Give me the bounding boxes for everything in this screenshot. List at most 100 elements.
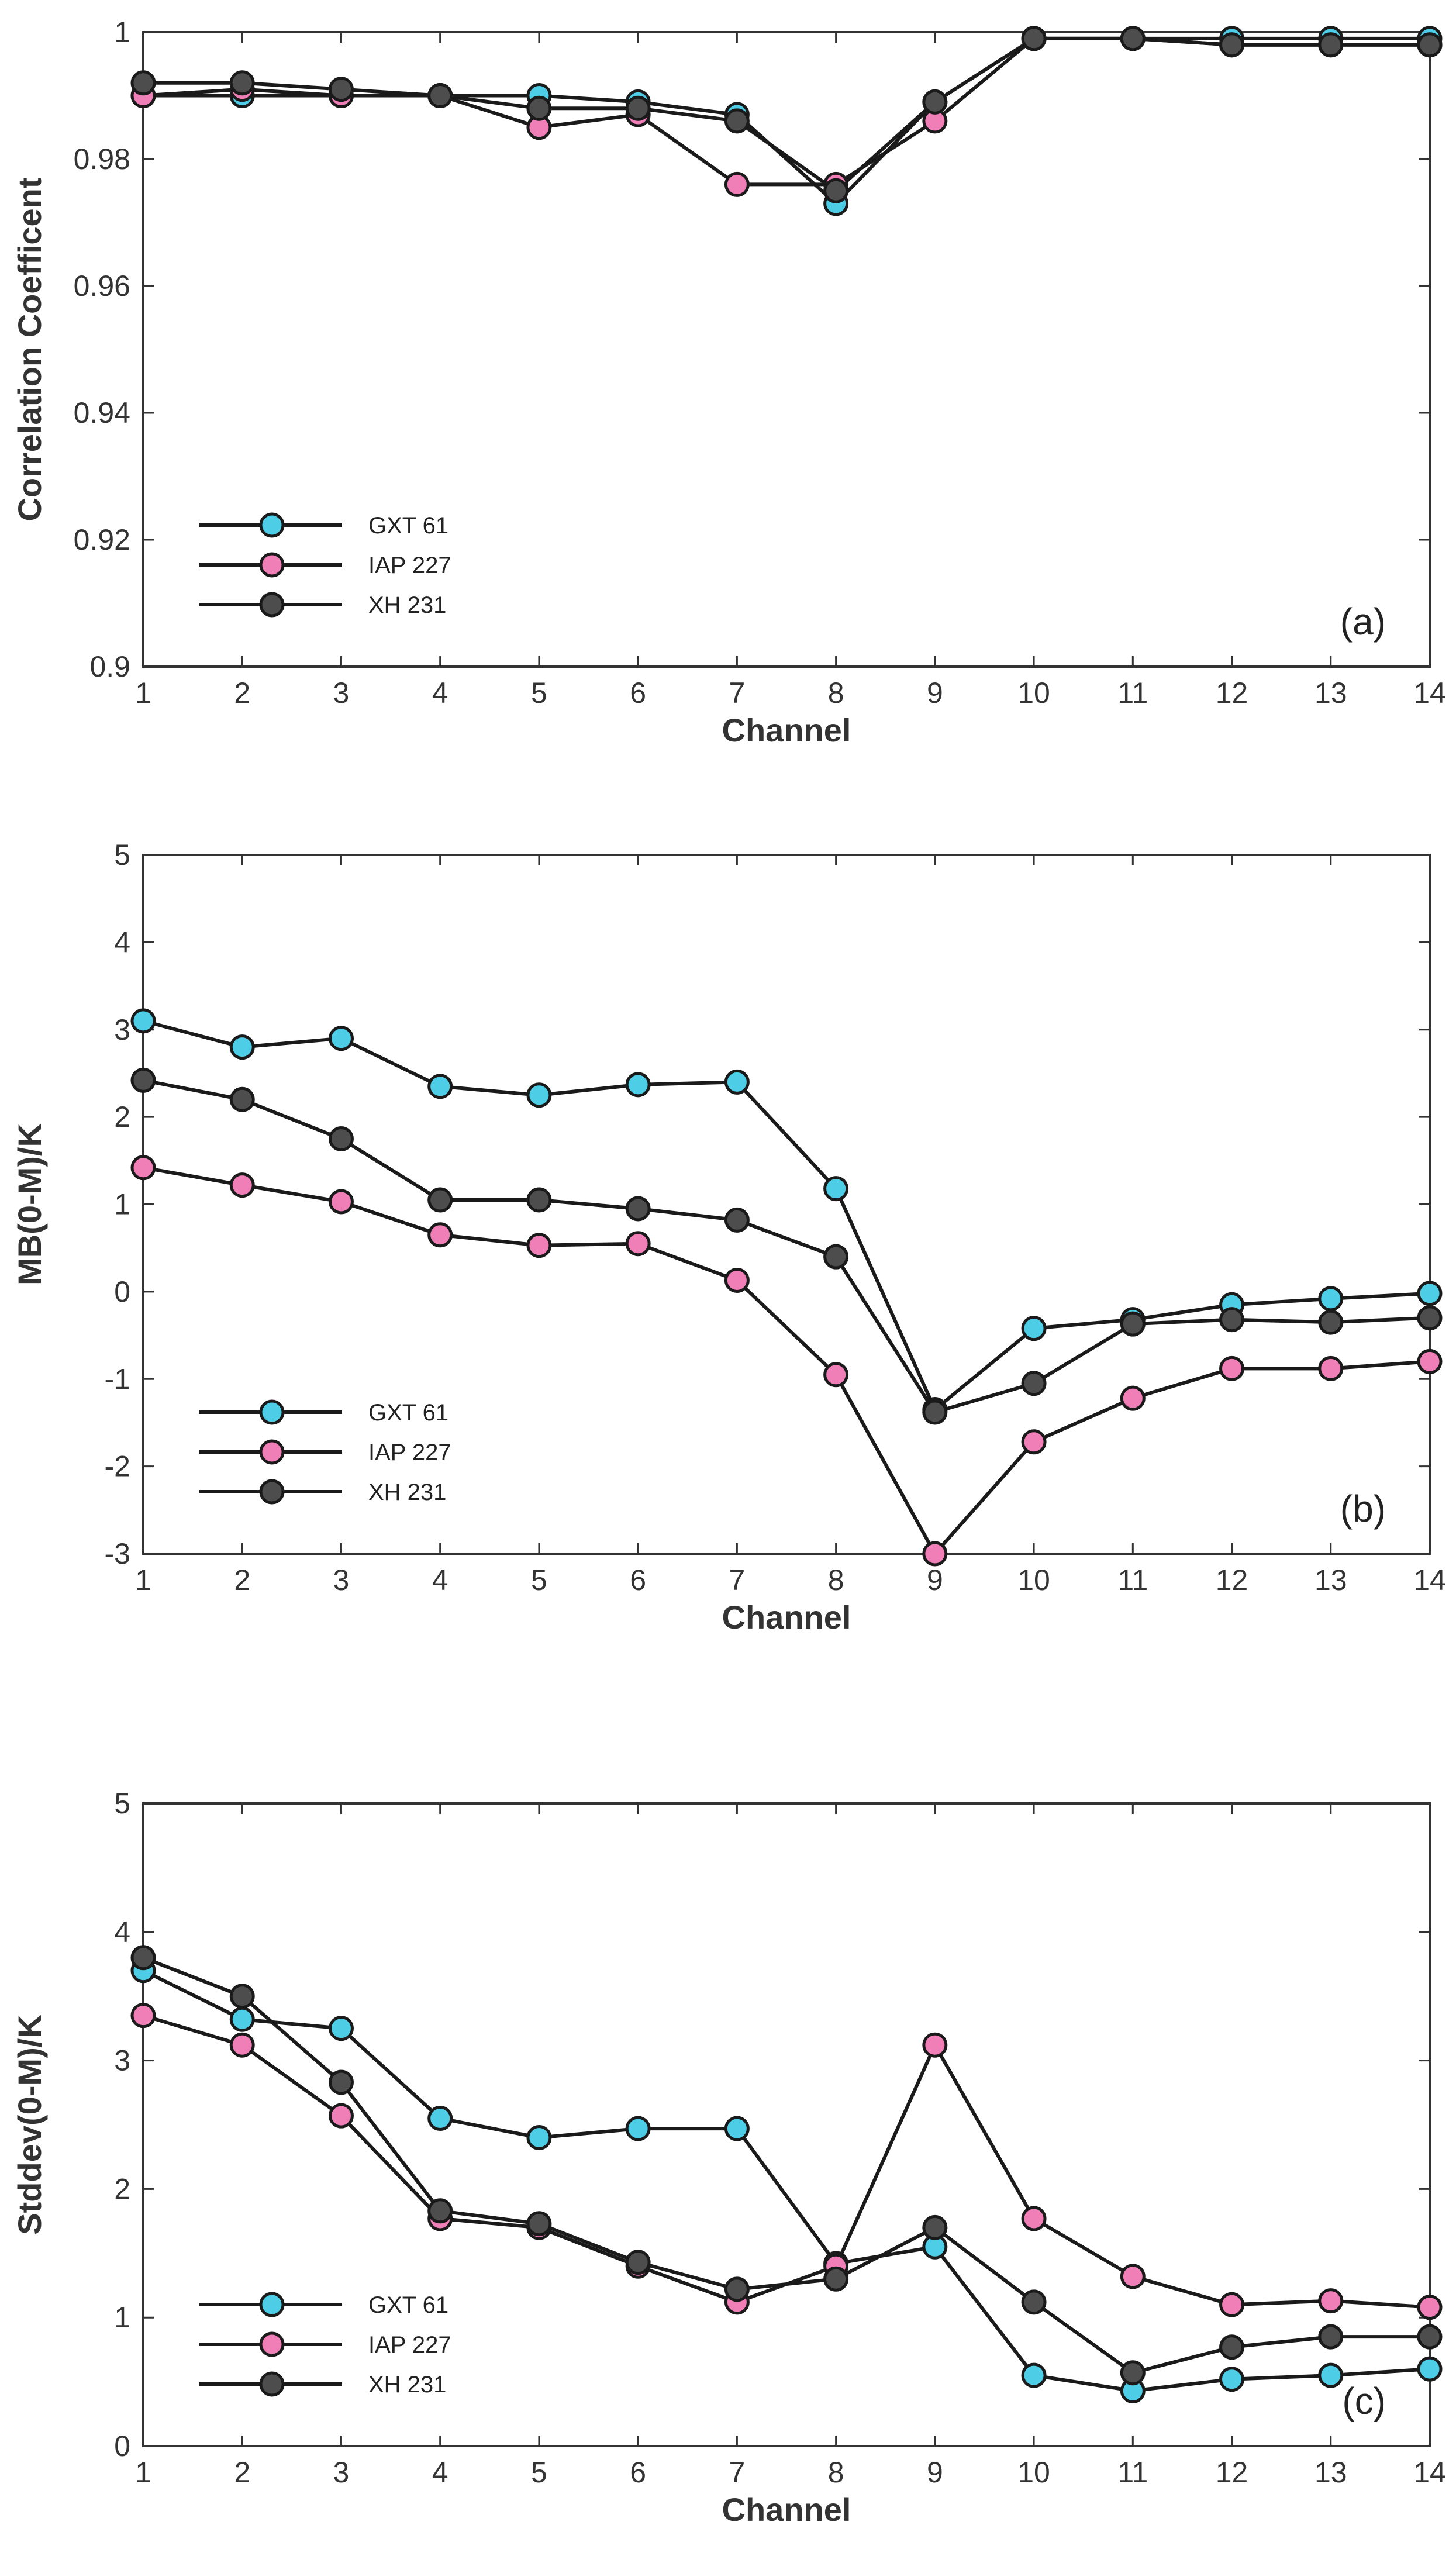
- data-point-xh-231: [427, 83, 453, 108]
- x-tick-label: 7: [729, 1564, 745, 1596]
- data-point-xh-231: [724, 1207, 750, 1233]
- y-tick-label: -3: [105, 1537, 130, 1570]
- data-point-iap-227: [229, 1172, 255, 1198]
- x-tick-label: 1: [135, 1564, 151, 1596]
- data-point-xh-231: [1417, 32, 1443, 58]
- data-point-iap-227: [922, 1541, 948, 1567]
- series-line-iap-227: [143, 1165, 1430, 1555]
- data-point-iap-227: [130, 1155, 156, 1181]
- y-tick-label: 2: [114, 1101, 130, 1133]
- y-tick-label: 3: [114, 2044, 130, 2077]
- data-point-gxt-61: [130, 1008, 156, 1034]
- y-tick-label: 1: [114, 1188, 130, 1221]
- plot-frame: [142, 31, 1431, 668]
- legend-marker: [259, 592, 285, 618]
- y-tick-label: 0.98: [74, 143, 130, 175]
- data-point-iap-227: [1120, 1385, 1146, 1411]
- data-point-xh-231: [922, 2214, 948, 2240]
- series-line-xh-231: [142, 1955, 1430, 2375]
- chart-panel-2: 1 2 3 4 5 6 7 8 9 10 11 12 13 14-3-2-1012345ChannelMB…: [11, 839, 1446, 1636]
- y-tick-label: 4: [114, 926, 130, 958]
- y-tick-label: 0.92: [74, 523, 130, 556]
- plot-frame: [142, 1802, 1431, 2447]
- x-tick-label: 12: [1216, 2456, 1248, 2489]
- y-tick-label: 4: [114, 1916, 130, 1948]
- x-tick-label: 2: [234, 1564, 250, 1596]
- x-tick-label: 6: [630, 677, 646, 709]
- x-tick-label: 14: [1413, 2456, 1446, 2489]
- data-point-iap-227: [1021, 1429, 1047, 1455]
- y-tick-label: 0.94: [74, 396, 130, 429]
- y-tick-label: 1: [114, 2301, 130, 2334]
- x-tick-label: 7: [729, 2456, 745, 2489]
- x-tick-label: 5: [531, 1564, 547, 1596]
- x-tick-label: 10: [1017, 1564, 1050, 1596]
- y-axis-label: MB(0-M)/K: [11, 1123, 48, 1285]
- data-point-xh-231: [328, 2069, 354, 2095]
- x-tick-label: 2: [234, 677, 250, 709]
- data-point-xh-231: [328, 77, 354, 102]
- y-tick-label: 5: [114, 839, 130, 871]
- chart-panel-1: 1 2 3 4 5 6 7 8 9 10 11 12 13 140.90.920.940.960.981C…: [11, 16, 1446, 748]
- x-axis-label: Channel: [722, 2491, 851, 2528]
- data-point-iap-227: [130, 2003, 156, 2029]
- x-tick-label: 11: [1117, 2456, 1148, 2489]
- data-point-gxt-61: [1021, 2362, 1047, 2388]
- x-tick-label: 9: [927, 1564, 943, 1596]
- x-tick-label: 10: [1017, 677, 1050, 709]
- y-tick-label: 0: [114, 1275, 130, 1308]
- series-line-xh-231: [143, 1078, 1430, 1415]
- y-tick-label: 0.9: [89, 650, 130, 683]
- data-point-xh-231: [922, 89, 948, 115]
- data-point-gxt-61: [427, 2106, 453, 2131]
- legend-marker: [259, 552, 285, 578]
- y-tick-label: 0.96: [74, 270, 130, 302]
- data-point-gxt-61: [625, 2116, 651, 2141]
- y-axis-label: Stddev(0-M)/K: [11, 2015, 48, 2234]
- data-point-iap-227: [427, 1222, 453, 1248]
- data-point-iap-227: [229, 2032, 255, 2058]
- data-point-xh-231: [625, 95, 651, 121]
- data-point-gxt-61: [823, 1176, 849, 1202]
- data-point-xh-231: [1120, 1311, 1146, 1337]
- y-tick-label: -1: [105, 1362, 130, 1395]
- data-point-xh-231: [130, 1945, 156, 1971]
- x-tick-label: 12: [1216, 677, 1248, 709]
- data-point-iap-227: [1417, 1348, 1443, 1374]
- data-point-iap-227: [823, 1362, 849, 1388]
- data-point-xh-231: [130, 70, 156, 96]
- data-point-iap-227: [328, 2103, 354, 2129]
- x-tick-label: 9: [927, 677, 943, 709]
- legend-label: GXT 61: [368, 1400, 448, 1426]
- data-point-xh-231: [1219, 32, 1245, 58]
- data-point-iap-227: [526, 1233, 552, 1258]
- data-point-iap-227: [724, 1267, 750, 1293]
- x-tick-label: 5: [531, 677, 547, 709]
- x-tick-label: 9: [927, 2456, 943, 2489]
- data-point-gxt-61: [427, 1074, 453, 1099]
- data-point-gxt-61: [526, 1082, 552, 1108]
- x-tick-label: 2: [234, 2456, 250, 2489]
- data-point-xh-231: [1318, 32, 1344, 58]
- x-tick-label: 4: [432, 1564, 448, 1596]
- data-point-gxt-61: [1417, 2356, 1443, 2382]
- data-point-xh-231: [625, 2250, 651, 2275]
- data-point-xh-231: [427, 1187, 453, 1213]
- legend: GXT 61 IAP 227 XH 231: [199, 512, 451, 618]
- legend-marker: [259, 1439, 285, 1465]
- x-tick-label: 10: [1017, 2456, 1050, 2489]
- x-tick-label: 3: [333, 1564, 350, 1596]
- data-point-gxt-61: [229, 2006, 255, 2032]
- y-tick-label: 5: [114, 1787, 130, 1820]
- x-tick-label: 1: [135, 2456, 151, 2489]
- data-point-iap-227: [1318, 2288, 1344, 2314]
- legend-label: GXT 61: [368, 2292, 448, 2318]
- x-tick-label: 5: [531, 2456, 547, 2489]
- data-point-iap-227: [1219, 1355, 1245, 1381]
- data-point-gxt-61: [625, 1072, 651, 1098]
- legend-marker: [259, 512, 285, 538]
- data-point-xh-231: [1021, 2289, 1047, 2315]
- x-axis-label: Channel: [722, 712, 851, 748]
- data-point-xh-231: [526, 95, 552, 121]
- data-point-xh-231: [526, 2211, 552, 2237]
